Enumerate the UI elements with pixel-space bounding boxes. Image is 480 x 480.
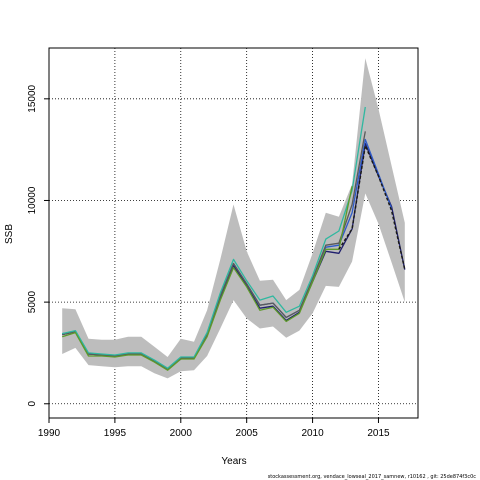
x-tick-label: 1990 [38, 428, 61, 439]
x-axis-title: Years [221, 456, 246, 467]
series-line [62, 106, 366, 369]
series-lines [62, 106, 406, 371]
confidence-band [62, 58, 405, 379]
plot-frame [48, 47, 419, 419]
x-tick-label: 2000 [170, 428, 193, 439]
series-line [338, 144, 406, 270]
x-tick-label: 1995 [104, 428, 127, 439]
x-axis: 1990 1995 2000 2005 2010 2015 [38, 418, 390, 439]
x-tick-label: 2015 [367, 428, 390, 439]
series-line [62, 186, 353, 371]
y-tick-label: 10000 [27, 186, 38, 214]
y-axis: 0 5000 10000 15000 [27, 84, 49, 407]
series-line [62, 131, 366, 370]
x-tick-label: 2010 [301, 428, 324, 439]
x-tick-label: 2005 [236, 428, 259, 439]
y-axis-title: SSB [4, 224, 15, 244]
y-tick-label: 0 [27, 401, 38, 407]
footnote: stockassessment.org, vendace_lowseal_201… [268, 474, 477, 480]
y-tick-label: 5000 [27, 291, 38, 314]
y-tick-label: 15000 [27, 84, 38, 112]
